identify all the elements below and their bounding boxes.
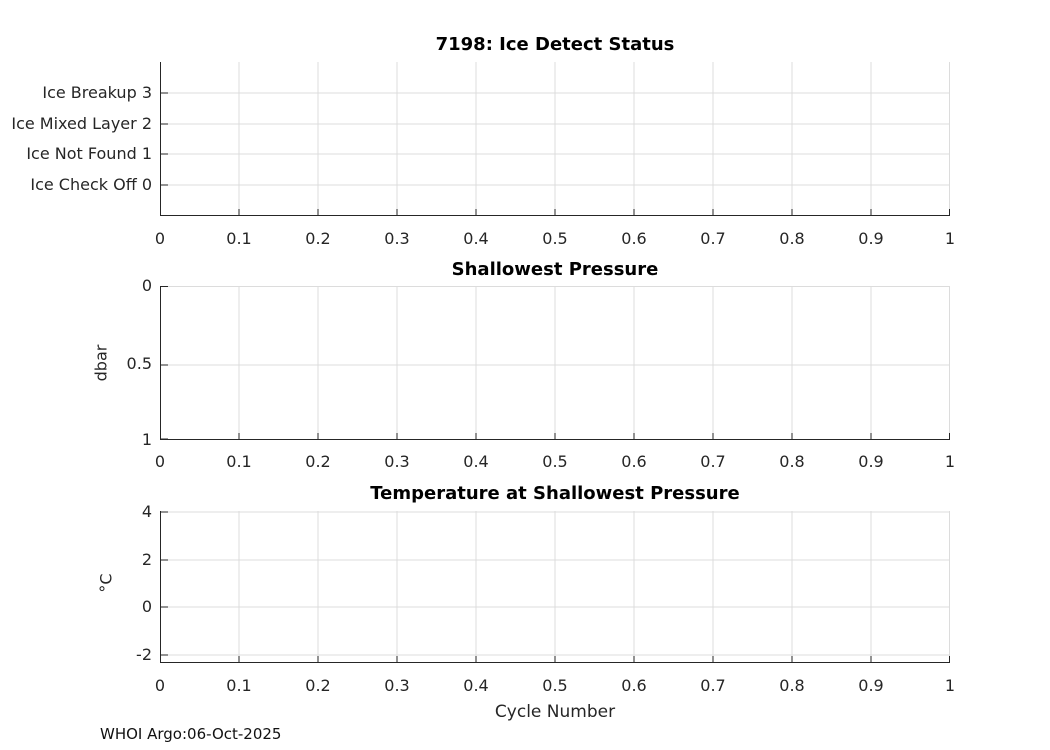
x-tick-label: 1	[944, 229, 956, 248]
plot3-axes-grid	[160, 511, 950, 663]
x-tick-label: 0.9	[858, 452, 884, 471]
plot1-ytick-2: Ice Mixed Layer 2	[11, 114, 152, 133]
x-tick-label: 0.8	[779, 229, 805, 248]
plot1-ytick-3: Ice Breakup 3	[42, 83, 152, 102]
x-tick-label: 0.6	[621, 676, 647, 695]
x-tick-label: 0.6	[621, 452, 647, 471]
plot2-ytick-0: 0	[141, 276, 152, 295]
x-axis-label: Cycle Number	[494, 702, 616, 722]
x-tick-label: 0.2	[305, 452, 331, 471]
plot1-ytick-0: Ice Check Off 0	[30, 175, 152, 194]
x-tick-label: 0.4	[463, 676, 489, 695]
x-tick-label: 0.5	[542, 676, 568, 695]
plot3-xtick-row: 0 0.1 0.2 0.3 0.4 0.5 0.6 0.7 0.8 0.9 1	[155, 676, 955, 696]
plot2-xtick-row: 0 0.1 0.2 0.3 0.4 0.5 0.6 0.7 0.8 0.9 1	[155, 452, 955, 472]
plot3-ytick-2: 2	[141, 550, 152, 569]
plot2-ylabel: dbar	[91, 344, 111, 382]
x-tick-label: 0.7	[700, 452, 726, 471]
x-tick-label: 0.4	[463, 229, 489, 248]
x-tick-label: 0.9	[858, 229, 884, 248]
x-tick-label: 0	[154, 452, 166, 471]
x-tick-label: 0	[154, 676, 166, 695]
x-tick-label: 0.5	[542, 452, 568, 471]
plot3-ylabel: °C	[96, 573, 116, 593]
x-tick-label: 0.1	[226, 452, 252, 471]
x-tick-label: 0.3	[384, 452, 410, 471]
x-tick-label: 0.7	[700, 676, 726, 695]
x-tick-label: 0.8	[779, 676, 805, 695]
plot1-xtick-row: 0 0.1 0.2 0.3 0.4 0.5 0.6 0.7 0.8 0.9 1	[155, 229, 955, 249]
plot2-title: Shallowest Pressure	[451, 259, 659, 280]
plot1-ytick-1: Ice Not Found 1	[26, 144, 152, 163]
watermark-text: WHOI Argo:06-Oct-2025	[100, 725, 282, 743]
plot2-ytick-0_5: 0.5	[126, 354, 152, 373]
plot2-ytick-1: 1	[141, 430, 152, 449]
x-tick-label: 0.1	[226, 676, 252, 695]
x-tick-label: 0	[154, 229, 166, 248]
x-tick-label: 0.9	[858, 676, 884, 695]
plot1-title: 7198: Ice Detect Status	[435, 34, 675, 55]
plot3-ytick-neg2: -2	[136, 645, 152, 664]
plot3-ytick-4: 4	[141, 502, 152, 521]
x-tick-label: 0.3	[384, 229, 410, 248]
x-tick-label: 0.2	[305, 676, 331, 695]
x-tick-label: 0.5	[542, 229, 568, 248]
x-tick-label: 0.4	[463, 452, 489, 471]
x-tick-label: 0.3	[384, 676, 410, 695]
x-tick-label: 0.7	[700, 229, 726, 248]
x-tick-label: 0.6	[621, 229, 647, 248]
plot3-title: Temperature at Shallowest Pressure	[370, 483, 740, 504]
plot3-ytick-0: 0	[141, 597, 152, 616]
x-tick-label: 0.2	[305, 229, 331, 248]
plot1-axes-grid	[160, 62, 950, 216]
x-tick-label: 0.1	[226, 229, 252, 248]
x-tick-label: 1	[944, 676, 956, 695]
plot2-axes-grid	[160, 286, 950, 440]
x-tick-label: 0.8	[779, 452, 805, 471]
x-tick-label: 1	[944, 452, 956, 471]
